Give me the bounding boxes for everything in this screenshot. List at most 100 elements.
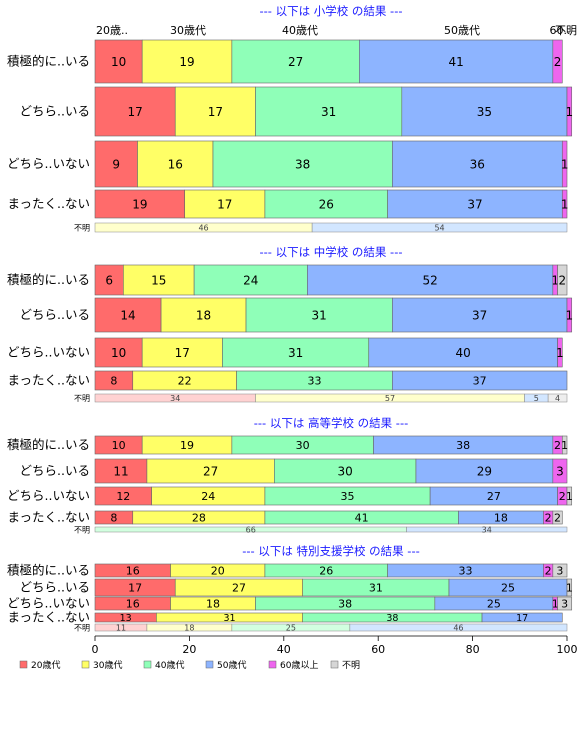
unknown-row-label: 不明 [74, 394, 90, 403]
data-label: 26 [319, 198, 334, 212]
unknown-row-label: 不明 [74, 624, 90, 633]
row-label: 積極的に..いる [7, 437, 90, 452]
data-label: 1 [561, 158, 569, 172]
data-label: 1 [566, 309, 574, 323]
data-label: 41 [448, 55, 463, 69]
unknown-data-label: 34 [482, 526, 492, 535]
data-label: 33 [307, 375, 321, 388]
bar-segment [481, 612, 563, 623]
unknown-data-label: 46 [198, 224, 208, 233]
row-label: まったく..ない [8, 610, 90, 625]
bar-segment [557, 264, 568, 296]
row-label: どちら..いる [20, 580, 90, 595]
bar-segment [141, 337, 223, 368]
bar-segment [94, 189, 185, 219]
data-label: 2 [554, 439, 561, 452]
data-label: 8 [110, 375, 117, 388]
data-label: 16 [126, 565, 140, 578]
data-label: 11 [113, 465, 128, 479]
top-series-label: 30歳代 [170, 24, 206, 37]
x-tick-label: 20 [182, 643, 196, 656]
unknown-data-label: 57 [385, 394, 395, 403]
unknown-segment [311, 222, 568, 233]
legend-swatch [143, 660, 152, 669]
data-label: 31 [321, 105, 336, 119]
data-label: 17 [217, 198, 232, 212]
bar-segment [557, 337, 563, 368]
bar-segment [552, 563, 568, 578]
unknown-segment [349, 623, 568, 632]
unknown-data-label: 5 [534, 394, 539, 403]
bar-segment [94, 264, 124, 296]
unknown-row-label: 不明 [74, 224, 90, 233]
legend-swatch [205, 660, 214, 669]
data-label: 27 [232, 582, 246, 595]
row-label: まったく..ない [8, 373, 90, 388]
top-series-label: 不明 [555, 24, 577, 37]
row-label: まったく..ない [8, 510, 90, 525]
data-label: 3 [556, 465, 564, 479]
panel-title: --- 以下は 特別支援学校 の結果 --- [242, 544, 420, 558]
bar-segment [561, 435, 568, 455]
data-label: 2 [545, 512, 552, 525]
data-label: 29 [477, 465, 492, 479]
row-label: 積極的に..いる [7, 563, 90, 578]
data-label: 18 [494, 512, 508, 525]
data-label: 19 [179, 55, 194, 69]
data-label: 1 [551, 274, 559, 288]
data-label: 9 [112, 158, 120, 172]
unknown-data-label: 34 [170, 394, 180, 403]
data-label: 1 [561, 198, 569, 212]
bar-segment [552, 39, 563, 84]
bar-segment [566, 297, 573, 333]
bar-segment [552, 458, 568, 484]
bar-segment [264, 189, 388, 219]
x-tick-label: 40 [277, 643, 291, 656]
row-label: どちら..いる [20, 463, 90, 478]
data-label: 1 [566, 105, 574, 119]
unknown-data-label: 25 [286, 624, 296, 633]
data-label: 3 [561, 598, 568, 611]
data-label: 3 [556, 565, 563, 578]
unknown-data-label: 11 [116, 624, 126, 633]
data-label: 31 [223, 613, 235, 624]
bar-segment [566, 486, 573, 506]
data-label: 20 [211, 565, 225, 578]
row-label: どちら..いない [7, 156, 90, 171]
bar-segment [552, 510, 563, 525]
bar-segment [561, 189, 568, 219]
data-label: 19 [180, 439, 194, 452]
bar-segment [94, 337, 143, 368]
bar-segment [274, 458, 417, 484]
legend-label: 20歳代 [31, 659, 60, 671]
row-label: 積極的に..いる [7, 54, 90, 69]
x-tick-label: 0 [92, 643, 99, 656]
data-label: 30 [338, 465, 353, 479]
bar-segment [368, 337, 558, 368]
data-label: 1 [552, 598, 559, 611]
data-label: 16 [126, 598, 140, 611]
row-label: どちら..いない [7, 488, 90, 503]
data-label: 1 [561, 439, 568, 452]
data-label: 24 [201, 490, 215, 503]
x-tick-label: 100 [557, 643, 578, 656]
bar-segment [359, 39, 554, 84]
bar-segment [392, 297, 568, 333]
data-label: 2 [559, 490, 566, 503]
data-label: 25 [487, 598, 501, 611]
legend-label: 60歳以上 [280, 659, 318, 671]
data-label: 25 [501, 582, 515, 595]
data-label: 15 [151, 274, 166, 288]
bar-segment [193, 264, 308, 296]
bar-segment [222, 337, 370, 368]
bar-segment [561, 140, 568, 188]
x-tick-label: 80 [466, 643, 480, 656]
bar-segment [174, 86, 256, 137]
data-label: 37 [472, 309, 487, 323]
data-label: 1 [566, 490, 573, 503]
data-label: 31 [312, 309, 327, 323]
data-label: 37 [473, 375, 487, 388]
data-label: 38 [456, 439, 470, 452]
data-label: 41 [355, 512, 369, 525]
